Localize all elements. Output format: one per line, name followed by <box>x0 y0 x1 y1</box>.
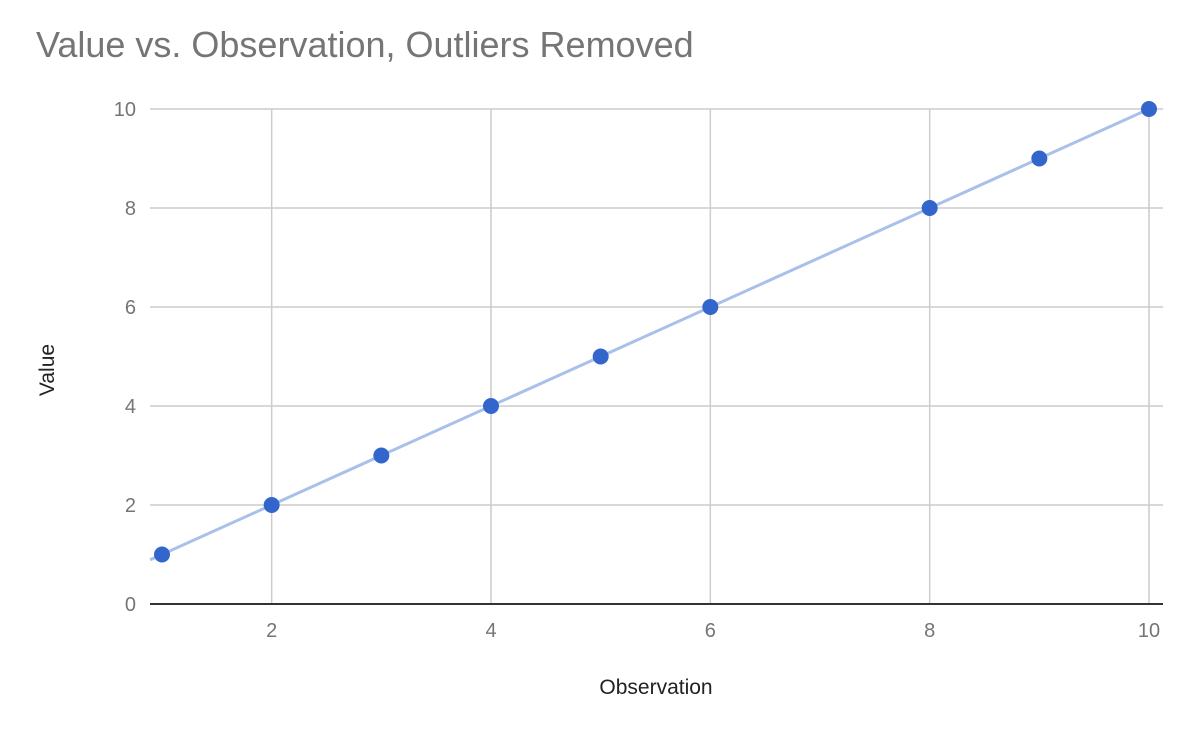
trendline-layer <box>149 107 1150 562</box>
data-points-layer <box>154 101 1157 563</box>
x-tick-label-6: 6 <box>705 620 716 642</box>
y-tick-label-8: 8 <box>125 198 136 220</box>
x-tick-label-2: 2 <box>266 620 277 642</box>
x-axis-title: Observation <box>599 676 713 699</box>
chart-title: Value vs. Observation, Outliers Removed <box>36 24 694 65</box>
data-point-3 <box>373 447 390 464</box>
data-point-9 <box>1141 101 1157 117</box>
x-tick-label-10: 10 <box>1138 620 1160 642</box>
grid-layer <box>150 108 1163 604</box>
x-tick-label-4: 4 <box>485 620 496 642</box>
y-tick-label-0: 0 <box>125 594 136 616</box>
y-tick-label-10: 10 <box>114 99 136 121</box>
data-point-7 <box>921 200 938 216</box>
data-point-4 <box>483 398 499 414</box>
data-point-1 <box>154 546 170 563</box>
data-point-6 <box>702 299 719 315</box>
y-tick-label-2: 2 <box>125 495 136 517</box>
data-point-2 <box>263 497 280 513</box>
tick-labels-layer: 0 2 4 6 8 10 2 4 6 8 10 <box>114 99 1160 642</box>
data-point-5 <box>592 348 609 365</box>
y-tick-label-6: 6 <box>125 297 136 319</box>
y-tick-label-4: 4 <box>125 396 136 418</box>
trendline <box>149 107 1150 562</box>
x-tick-label-8: 8 <box>924 620 935 642</box>
data-point-8 <box>1031 150 1048 167</box>
